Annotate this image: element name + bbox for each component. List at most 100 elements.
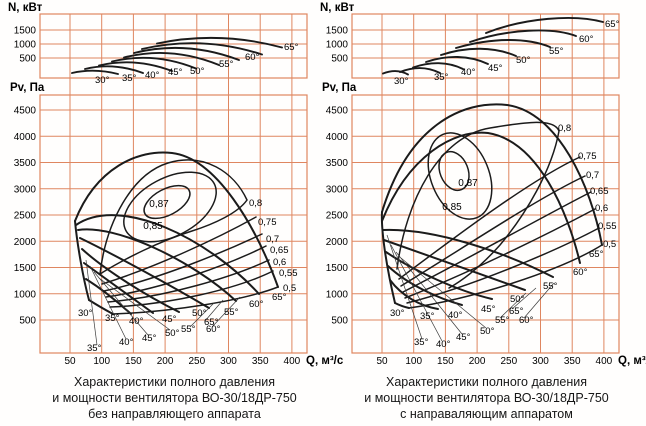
ytick-label: 1500 xyxy=(326,26,349,37)
angle-label: 65° xyxy=(509,306,524,317)
ytick-label: 1000 xyxy=(326,40,349,51)
bottom-angle-labels-right: 30° 35° 40° 45° 50° 55° 60° 65° 35° 40° … xyxy=(390,294,534,350)
angle-label: 60° xyxy=(519,315,534,326)
power-angle-labels-left: 30° 35° 40° 45° 50° 55° 60° 65° xyxy=(95,42,299,86)
power-axis-title: N, кВт xyxy=(320,2,355,14)
angle-label: 35° xyxy=(434,72,449,83)
angle-label: 35° xyxy=(122,73,137,84)
ytick-label: 1500 xyxy=(14,26,37,37)
ytick-label: 1500 xyxy=(326,263,349,274)
angle-label: 50° xyxy=(192,308,207,319)
bottom-angle-labels-left: 30° 35° 40° 45° 50° 55° 60° 65° 35° 40° … xyxy=(78,308,221,354)
xtick-label: 250 xyxy=(500,356,517,367)
xtick-label: 100 xyxy=(93,356,110,367)
angle-label: 55° xyxy=(219,59,234,70)
flank-angle-labels-left: 55° 60° 65° xyxy=(224,292,287,318)
ytick-label: 3000 xyxy=(14,184,37,195)
power-curves-left xyxy=(71,36,283,75)
angle-label: 45° xyxy=(456,332,471,343)
power-angle-labels-right: 30° 35° 40° 45° 50° 55° 60° 65° xyxy=(394,19,620,87)
power-yticks-right: 1500 1000 500 xyxy=(326,26,349,65)
xtick-label: 50 xyxy=(376,356,388,367)
efficiency-labels-right: 0,8 0,75 0,7 0,65 0,6 0,55 0,5 0,87 0,85 xyxy=(442,123,616,250)
chart-svg-right: N, кВт Pv, Па Q, м³/с 1500 1000 500 30° xyxy=(320,2,646,367)
ytick-label: 4500 xyxy=(14,106,37,117)
efficiency-label: 0,5 xyxy=(283,283,296,294)
angle-label: 30° xyxy=(394,76,409,87)
angle-label: 45° xyxy=(162,314,177,325)
xtick-label: 350 xyxy=(252,356,269,367)
angle-label: 50° xyxy=(165,328,180,339)
angle-label: 55° xyxy=(549,46,564,57)
caption-line: Характеристики полного давления xyxy=(74,375,275,389)
efficiency-label: 0,55 xyxy=(279,268,298,279)
grid-left xyxy=(39,13,308,354)
ytick-label: 1500 xyxy=(14,263,37,274)
ytick-label: 1000 xyxy=(14,289,37,300)
efficiency-curves-right xyxy=(396,121,603,309)
ytick-label: 3500 xyxy=(14,158,37,169)
ytick-label: 3000 xyxy=(326,184,349,195)
angle-label: 30° xyxy=(78,308,93,319)
efficiency-label: 0,55 xyxy=(598,221,617,232)
caption-left: Характеристики полного давления и мощнос… xyxy=(25,374,324,422)
xtick-label: 250 xyxy=(188,356,205,367)
panel-left: N, кВт Pv, Па Q, м³/с 1500 1000 500 xyxy=(8,2,344,422)
ytick-label: 500 xyxy=(19,54,36,65)
angle-label: 60° xyxy=(579,34,594,45)
ytick-label: 4000 xyxy=(14,132,37,143)
ytick-label: 1000 xyxy=(14,40,37,51)
pressure-axis-title: Pv, Па xyxy=(322,82,357,94)
xtick-label: 100 xyxy=(405,356,422,367)
ytick-label: 2000 xyxy=(14,237,37,248)
angle-label: 50° xyxy=(510,294,525,305)
efficiency-label: 0,7 xyxy=(586,170,599,181)
leader-lines-right xyxy=(386,234,555,342)
efficiency-label: 0,75 xyxy=(258,217,277,228)
angle-label: 35° xyxy=(414,337,429,348)
xtick-label: 300 xyxy=(220,356,237,367)
efficiency-label: 0,6 xyxy=(273,257,286,268)
angle-label: 55° xyxy=(495,315,510,326)
island-label: 0,87 xyxy=(149,199,169,210)
angle-label: 65° xyxy=(204,317,219,328)
efficiency-label: 0,65 xyxy=(590,186,609,197)
angle-label: 50° xyxy=(480,326,495,337)
power-axis-title: N, кВт xyxy=(8,2,43,14)
power-yticks-left: 1500 1000 500 xyxy=(14,26,37,65)
xtick-label: 400 xyxy=(596,356,613,367)
power-curves-right xyxy=(382,17,604,76)
angle-label: 55° xyxy=(543,281,558,292)
efficiency-islands-right xyxy=(427,132,493,220)
pressure-yticks-left: 4500 4000 3500 3000 2500 2000 1500 1000 … xyxy=(14,106,37,327)
efficiency-label: 0,65 xyxy=(270,245,289,256)
ytick-label: 1000 xyxy=(326,289,349,300)
efficiency-labels-left: 0,8 0,75 0,7 0,65 0,6 0,55 0,5 0,87 0,85 xyxy=(143,198,297,294)
angle-label: 50° xyxy=(516,55,531,66)
efficiency-label: 0,75 xyxy=(578,151,597,162)
angle-label: 50° xyxy=(190,66,205,77)
ytick-label: 2500 xyxy=(14,211,37,222)
surge-line xyxy=(74,220,90,301)
efficiency-curves-left xyxy=(99,159,279,315)
angle-label: 40° xyxy=(461,67,476,78)
xtick-label: 300 xyxy=(532,356,549,367)
angle-label: 55° xyxy=(224,307,239,318)
pressure-xticks-right: 50 100 150 200 250 300 350 400 xyxy=(376,356,612,367)
xtick-label: 150 xyxy=(437,356,454,367)
caption-line: Характеристики полного давления xyxy=(386,375,587,389)
efficiency-label: 0,8 xyxy=(558,123,571,134)
angle-label: 65° xyxy=(284,42,299,53)
angle-label: 65° xyxy=(589,249,604,260)
angle-label: 35° xyxy=(420,311,435,322)
xtick-label: 200 xyxy=(469,356,486,367)
xtick-label: 150 xyxy=(125,356,142,367)
ytick-label: 500 xyxy=(331,54,348,65)
caption-right: Характеристики полного давления и мощнос… xyxy=(337,374,636,422)
angle-label: 65° xyxy=(272,292,287,303)
angle-label: 30° xyxy=(95,75,110,86)
pressure-yticks-right: 4500 4000 3500 3000 2500 2000 1500 1000 … xyxy=(326,106,349,327)
flow-axis-title: Q, м³/с xyxy=(618,355,646,367)
caption-line: с направаляющим аппаратом xyxy=(400,407,573,421)
